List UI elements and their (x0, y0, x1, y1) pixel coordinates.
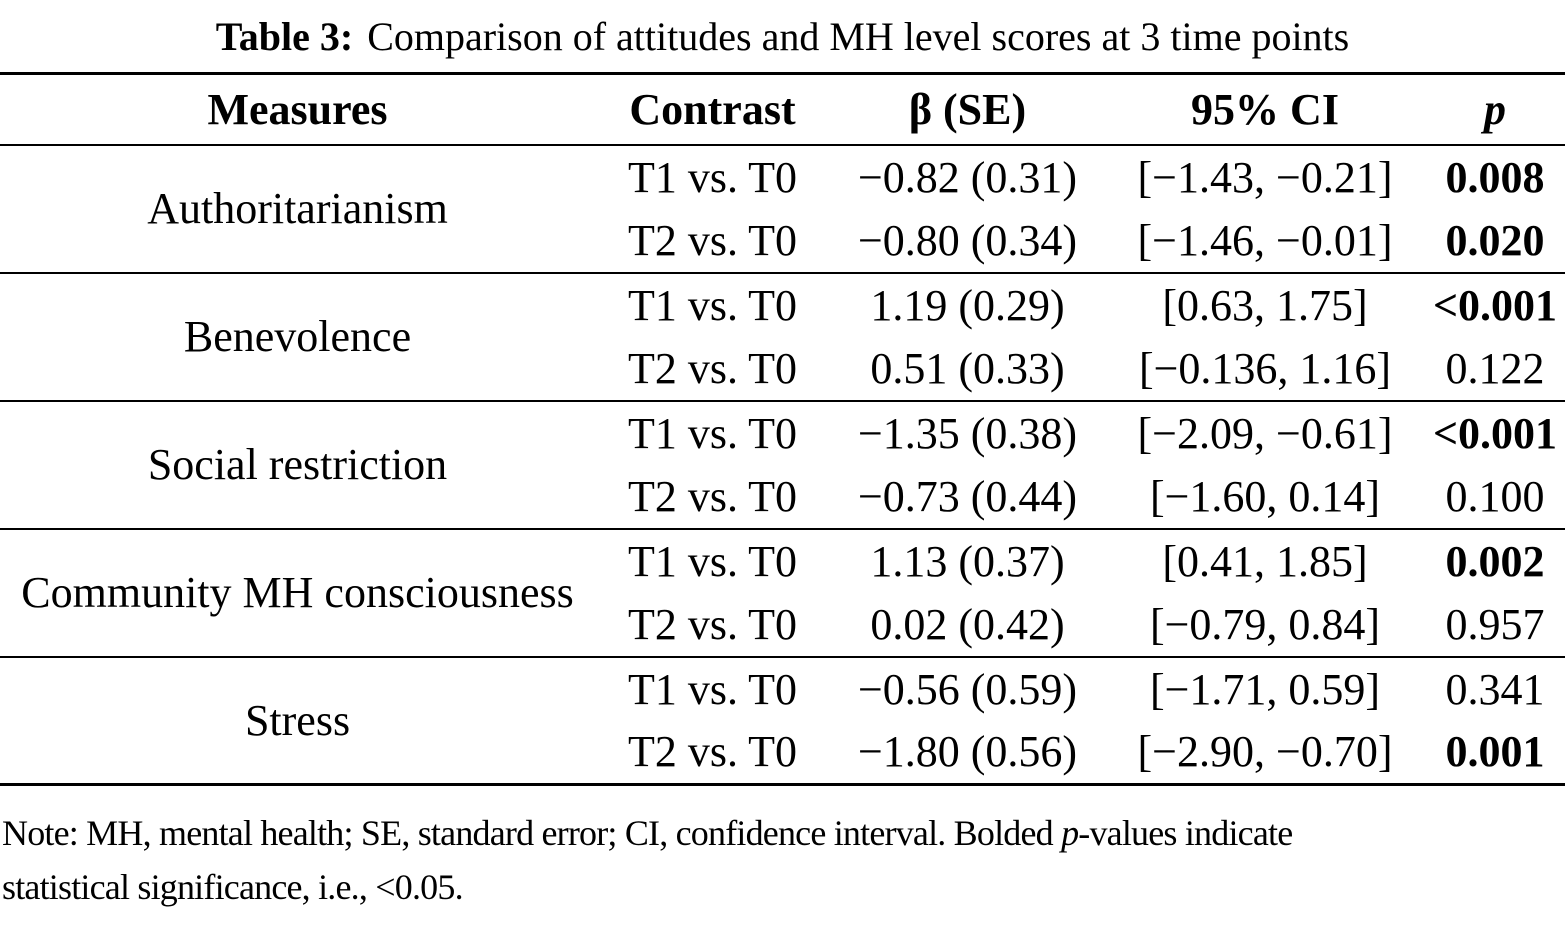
beta-se-cell: −1.80 (0.56) (857, 727, 1078, 777)
p-value-cell: 0.100 (1445, 471, 1545, 521)
ci-cell: [−1.60, 0.14] (1149, 471, 1381, 521)
beta-se-cell: 1.19 (0.29) (870, 280, 1065, 330)
p-value-cell: 0.020 (1445, 215, 1545, 265)
table-row: Benevolence T1 vs. T0 1.19 (0.29) [0.63, 1.… (0, 273, 1565, 362)
note-text-1: Note: MH, mental health; SE, standard er… (2, 813, 1062, 853)
p-value-cell: 0.001 (1445, 727, 1545, 777)
p-value-cell: 0.008 (1445, 152, 1545, 202)
beta-se-cell: −1.35 (0.38) (857, 408, 1078, 458)
table-row: Social restriction T1 vs. T0 −1.35 (0.38) [… (0, 401, 1565, 490)
beta-se-cell: 0.02 (0.42) (870, 599, 1065, 649)
contrast-cell: T1 vs. T0 (627, 536, 798, 586)
p-value-cell: 0.957 (1445, 599, 1545, 649)
table-row: Stress T1 vs. T0 −0.56 (0.59) [−1.71, 0.59]… (0, 657, 1565, 745)
table-caption: Table 3: Comparison of attitudes and MH … (0, 0, 1565, 72)
ci-cell: [0.63, 1.75] (1162, 280, 1368, 330)
ci-cell: [−1.46, −0.01] (1137, 215, 1393, 265)
header-measures: Measures (0, 73, 595, 146)
table-row: T2 vs. T0 −1.80 (0.56) [−2.90, −0.70] 0.001 (0, 721, 1565, 785)
contrast-cell: T1 vs. T0 (627, 280, 798, 330)
header-contrast: Contrast (595, 73, 830, 146)
table-header-row: Measures Contrast β (SE) 95% CI p (0, 73, 1565, 146)
contrast-cell: T1 vs. T0 (627, 408, 798, 458)
ci-cell: [−1.71, 0.59] (1149, 664, 1381, 714)
measure-section: Benevolence T1 vs. T0 1.19 (0.29) [0.63, 1.… (0, 273, 1565, 401)
measure-name: Community MH consciousness (21, 568, 574, 617)
contrast-cell: T1 vs. T0 (627, 664, 798, 714)
beta-se-cell: −0.82 (0.31) (857, 152, 1078, 202)
table-row: T2 vs. T0 0.51 (0.33) [−0.136, 1.16] 0.122 (0, 337, 1565, 401)
results-table: Measures Contrast β (SE) 95% CI p Author… (0, 72, 1565, 786)
beta-se-cell: 1.13 (0.37) (870, 536, 1065, 586)
measure-name: Benevolence (183, 312, 412, 361)
header-p-value: p (1425, 73, 1565, 146)
contrast-cell: T2 vs. T0 (627, 215, 798, 265)
table-row: T2 vs. T0 −0.80 (0.34) [−1.46, −0.01] 0.020 (0, 209, 1565, 273)
note-text-2: -values indicate (1078, 813, 1293, 853)
table-row: T2 vs. T0 −0.73 (0.44) [−1.60, 0.14] 0.100 (0, 465, 1565, 529)
ci-cell: [−2.90, −0.70] (1137, 727, 1393, 777)
table-caption-text: Comparison of attitudes and MH level sco… (367, 13, 1350, 59)
measure-name: Social restriction (147, 440, 448, 489)
measure-section: Community MH consciousness T1 vs. T0 1.13 … (0, 529, 1565, 657)
measure-section: Authoritarianism T1 vs. T0 −0.82 (0.31) [−1… (0, 145, 1565, 273)
ci-cell: [−0.79, 0.84] (1149, 599, 1381, 649)
measure-section: Stress T1 vs. T0 −0.56 (0.59) [−1.71, 0.59]… (0, 657, 1565, 785)
table-caption-label: Table 3: (215, 13, 354, 59)
ci-cell: [−2.09, −0.61] (1137, 408, 1393, 458)
beta-se-cell: −0.56 (0.59) (857, 664, 1078, 714)
note-line-2: statistical significance, i.e., <0.05. (2, 867, 464, 907)
measure-name: Authoritarianism (147, 184, 448, 233)
beta-se-cell: −0.73 (0.44) (857, 471, 1078, 521)
table-row: T2 vs. T0 0.02 (0.42) [−0.79, 0.84] 0.957 (0, 593, 1565, 657)
contrast-cell: T1 vs. T0 (627, 152, 798, 202)
header-95-ci: 95% CI (1105, 73, 1425, 146)
header-beta-se: β (SE) (830, 73, 1105, 146)
p-value-cell: 0.002 (1445, 536, 1545, 586)
ci-cell: [0.41, 1.85] (1162, 536, 1368, 586)
contrast-cell: T2 vs. T0 (627, 343, 798, 393)
beta-se-cell: −0.80 (0.34) (857, 215, 1078, 265)
contrast-cell: T2 vs. T0 (627, 599, 798, 649)
contrast-cell: T2 vs. T0 (627, 471, 798, 521)
ci-cell: [−1.43, −0.21] (1137, 152, 1393, 202)
note-line-1: Note: MH, mental health; SE, standard er… (2, 806, 1565, 860)
beta-se-cell: 0.51 (0.33) (870, 343, 1065, 393)
table-note: Note: MH, mental health; SE, standard er… (0, 806, 1565, 914)
measure-name: Stress (244, 695, 351, 745)
table-row: Community MH consciousness T1 vs. T0 1.13 … (0, 529, 1565, 618)
contrast-cell: T2 vs. T0 (627, 727, 798, 777)
note-italic-p: p (1061, 813, 1079, 853)
ci-cell: [−0.136, 1.16] (1138, 343, 1392, 393)
p-value-cell: <0.001 (1432, 408, 1558, 458)
p-value-cell: <0.001 (1432, 280, 1558, 330)
table-row: Authoritarianism T1 vs. T0 −0.82 (0.31) [−1… (0, 145, 1565, 234)
p-value-cell: 0.341 (1445, 664, 1545, 714)
p-value-cell: 0.122 (1445, 343, 1545, 393)
measure-section: Social restriction T1 vs. T0 −1.35 (0.38) [… (0, 401, 1565, 529)
